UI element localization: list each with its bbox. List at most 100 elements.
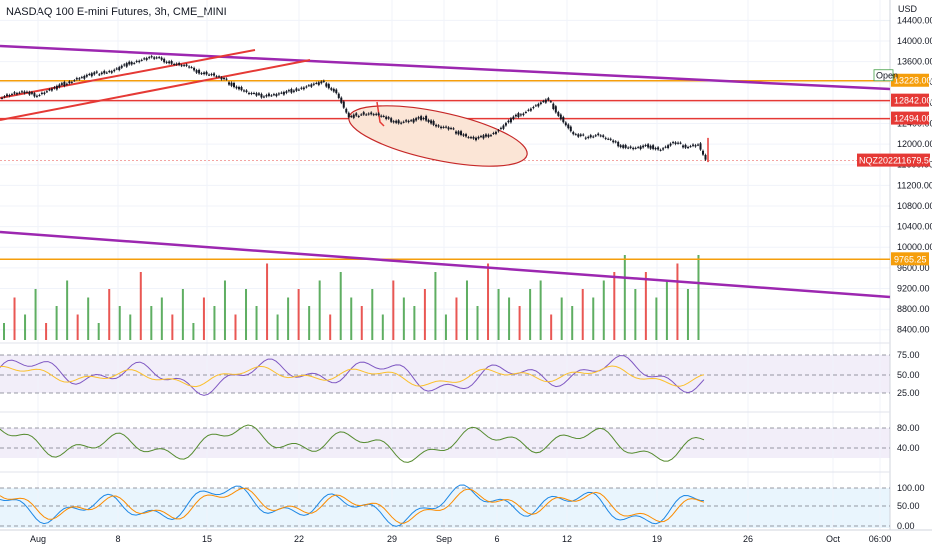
open-badge [873,69,894,82]
candle-body [477,136,480,139]
candle-body [118,67,121,71]
candle-body [85,74,88,77]
candle-body [312,83,315,85]
candle-body [45,91,48,93]
candle-body [200,73,203,75]
candle-body [390,118,393,122]
volume-bar [108,289,111,340]
candle-body [602,135,605,137]
candle-body [519,114,522,116]
candle-body [599,135,602,137]
candle-body [103,70,106,74]
x-tick-label: Oct [826,534,841,544]
candle-body [218,76,221,78]
x-tick-label: 29 [387,534,397,544]
candle-body [542,101,545,103]
volume-bar [129,314,132,340]
volume-bar [360,306,363,340]
candle-body [235,86,238,89]
candle-body [320,81,323,84]
candle-body [355,113,358,116]
candle-body [110,71,113,73]
candle-body [310,84,313,87]
candle-body [78,78,81,80]
candle-body [387,117,390,119]
candle-body [405,120,408,122]
volume-bar [181,289,184,340]
candle-body [3,96,6,98]
candle-body [352,114,355,118]
candle-body [594,135,597,137]
candle-body [255,93,258,96]
candle-body [290,88,293,93]
stoch-level-label: 50.00 [897,501,920,511]
candle-body [150,56,153,58]
level-badge [891,111,929,125]
level-badge-label: 9765.25 [894,254,927,264]
candle-body [619,145,622,148]
candle-body [1,97,3,99]
candle-body [692,144,695,146]
candle-body [499,127,502,129]
candle-body [115,68,118,70]
candle-body [35,95,38,97]
stoch-k-line [0,484,705,527]
level-badge [891,73,929,87]
candle-body [652,145,655,149]
candle-body [140,59,143,61]
candle-body [148,57,151,59]
candle-body [702,150,705,155]
candle-body [609,138,612,140]
volume-bar [676,263,679,340]
volume-bar [308,306,311,340]
candle-body [547,98,550,101]
candle-body [297,89,300,91]
stoch-level-label: 0.00 [897,521,915,531]
candle-body [282,91,285,95]
volume-bar [318,280,321,340]
candle-body [83,76,86,79]
volume-bar [644,272,647,340]
currency-label: USD [898,4,918,14]
candle-body [262,96,265,98]
candle-body [340,97,343,103]
candle-body [33,93,36,97]
candle-body [277,93,280,95]
candle-body [497,130,500,132]
candle-body [494,131,497,134]
candle-body [307,85,310,87]
candle-body [267,93,270,96]
candle-body [143,58,146,60]
candle-body [135,60,138,62]
candle-body [325,83,328,87]
volume-bar [476,306,479,340]
candle-body [332,88,335,92]
candle-body [5,94,8,97]
candle-body [73,80,76,82]
candle-body [30,92,33,94]
candle-body [437,125,440,127]
rsi-level-label: 25.00 [897,388,920,398]
volume-bar [160,297,163,340]
volume-bar [234,314,237,340]
candle-body [572,132,575,135]
volume-bar [223,280,226,340]
candle-body [604,137,607,139]
volume-bar [497,289,500,340]
candle-body [198,69,201,74]
candle-body [634,147,637,149]
candle-body [694,145,697,147]
candle-body [422,117,425,120]
candle-body [612,140,615,143]
volume-bar [487,263,490,340]
candle-body [133,63,136,65]
y-tick-label: 14000.00 [897,36,932,46]
candle-body [213,73,216,76]
candle-body [574,134,577,136]
volume-bar [171,314,174,340]
osc2-band [0,428,890,458]
stoch-d-line [0,487,705,524]
volume-bar [202,297,205,340]
volume-bar [434,272,437,340]
